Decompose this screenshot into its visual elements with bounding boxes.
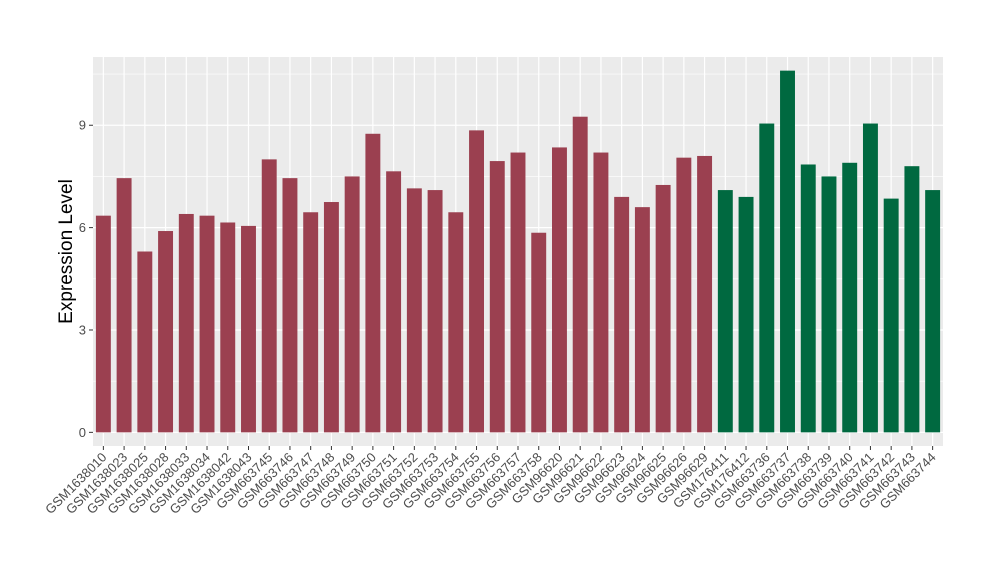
bar-GSM663756 (489, 161, 505, 433)
y-tick-label: 9 (79, 118, 86, 133)
y-axis-label: Expression Level (56, 179, 77, 324)
bar-GSM663741 (862, 123, 878, 433)
bar-GSM663740 (842, 162, 858, 433)
bar-GSM663755 (469, 130, 484, 433)
bar-GSM1638042 (220, 222, 236, 433)
bar-GSM663742 (883, 198, 899, 433)
y-tick-label: 0 (79, 425, 86, 440)
bar-GSM96623 (614, 196, 630, 433)
bar-GSM96622 (593, 152, 609, 433)
y-tick-label: 3 (79, 322, 86, 337)
bar-GSM663757 (510, 152, 526, 433)
bar-GSM1638010 (95, 215, 111, 433)
bar-GSM96620 (552, 147, 567, 433)
bar-GSM663746 (282, 178, 298, 433)
bar-GSM663754 (448, 212, 464, 433)
bar-GSM96621 (572, 116, 588, 433)
y-tick-label: 6 (79, 220, 86, 235)
bar-GSM176412 (738, 196, 754, 433)
bar-GSM176411 (717, 190, 733, 433)
bar-GSM1638025 (137, 251, 153, 433)
bar-GSM663745 (261, 159, 277, 433)
bar-GSM1638034 (199, 215, 215, 433)
bar-GSM96624 (634, 207, 650, 433)
bar-GSM96625 (655, 184, 671, 433)
x-axis: GSM1638010GSM1638023GSM1638025GSM1638028… (42, 446, 939, 517)
bar-GSM1638023 (116, 178, 132, 433)
bar-GSM663744 (925, 190, 941, 433)
bar-GSM663743 (904, 166, 920, 433)
bar-GSM663751 (386, 171, 402, 433)
bars (95, 70, 941, 433)
bar-GSM663748 (323, 202, 339, 433)
bar-GSM1638028 (158, 231, 174, 433)
bar-GSM1638043 (241, 225, 256, 433)
bar-GSM663749 (344, 176, 360, 433)
bar-GSM663753 (427, 190, 443, 433)
bar-GSM663737 (780, 70, 795, 433)
bar-GSM96629 (697, 155, 713, 433)
bar-GSM663750 (365, 133, 381, 433)
bar-GSM663739 (821, 176, 837, 433)
y-axis: 0 3 6 9 (79, 118, 93, 440)
bar-GSM663738 (800, 164, 816, 433)
bar-GSM663752 (406, 188, 422, 433)
bar-GSM1638033 (178, 213, 194, 433)
bar-GSM663747 (303, 212, 319, 433)
bar-GSM663758 (531, 232, 547, 433)
bar-GSM663736 (759, 123, 775, 433)
bar-GSM96626 (676, 157, 692, 433)
